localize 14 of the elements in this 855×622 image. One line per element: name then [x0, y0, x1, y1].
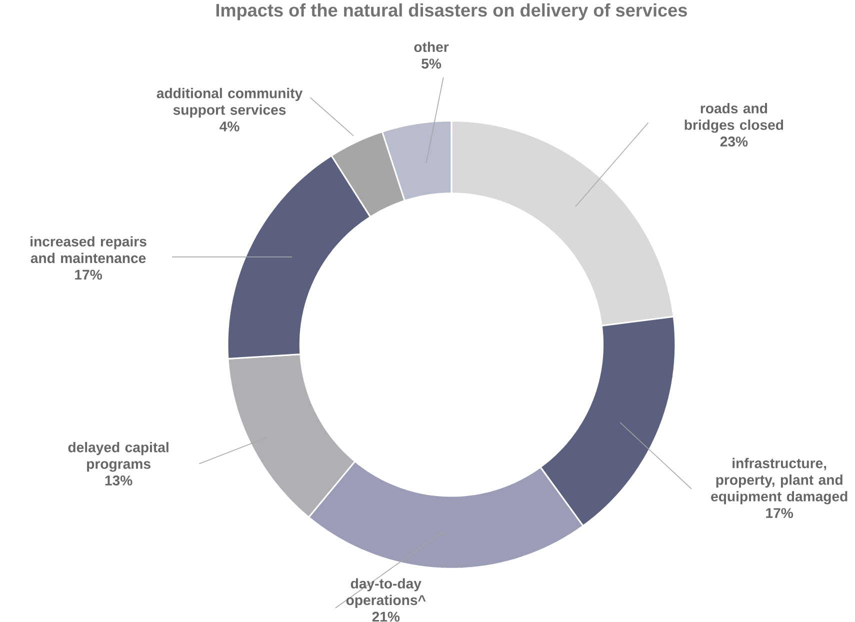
- slice-label: infrastructure, property, plant and equipment damaged: [711, 458, 848, 504]
- data-label: 5%: [422, 58, 442, 69]
- data-label: 13%: [105, 476, 132, 486]
- chart-title: Impacts of the natural disasters on delivery of services: [216, 3, 687, 20]
- slice-label: increased repairs and maintenance: [30, 236, 146, 264]
- data-label: 17%: [75, 270, 102, 280]
- slice-label: roads and bridges closed: [684, 103, 784, 133]
- data-label: 17%: [766, 508, 794, 518]
- data-label: 21%: [372, 612, 400, 622]
- data-label: 23%: [720, 136, 748, 147]
- slice-label: other: [414, 42, 449, 52]
- data-label: 4%: [220, 122, 240, 132]
- legend-label: delayed capital programs: [68, 442, 168, 472]
- slice-label: additional community support services: [156, 88, 303, 118]
